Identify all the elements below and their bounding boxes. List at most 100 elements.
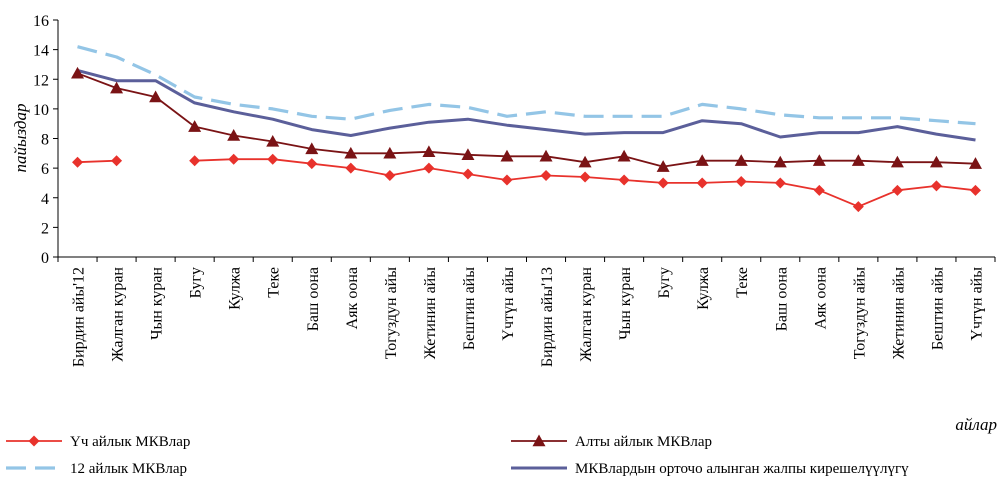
legend-label: 12 айлык МКВлар: [70, 461, 187, 477]
x-tick-label: Теке: [734, 267, 751, 298]
y-axis-title: пайыздар: [11, 103, 30, 172]
x-tick-label: Аяк оона: [344, 267, 361, 329]
x-tick-label: Жетинин айы: [890, 267, 907, 360]
x-tick-label: Бугу: [188, 267, 205, 298]
x-tick-label: Бештин айы: [461, 267, 478, 350]
legend-label: Үч айлык МКВлар: [70, 434, 190, 450]
series-average-yield: [77, 68, 976, 142]
x-tick-label: Бирдин айы'13: [539, 267, 556, 367]
data-point-three-month: [891, 184, 903, 196]
legend-marker: [532, 434, 546, 447]
data-point-six-month: [383, 146, 397, 159]
data-point-three-month: [852, 201, 864, 213]
legend-marker: [28, 435, 40, 447]
data-point-three-month: [306, 158, 318, 170]
legend-item-twelve-month: 12 айлык МКВлар: [6, 461, 187, 477]
data-point-six-month: [773, 155, 787, 168]
series-twelve-month: [77, 45, 976, 126]
data-point-six-month: [188, 120, 202, 132]
x-tick-label: Жалган куран: [578, 267, 595, 362]
x-tick-label: Чын куран: [149, 267, 166, 340]
legend: Үч айлык МКВлар 12 айлык МКВлар Алты айлык…: [6, 434, 909, 477]
data-point-six-month: [929, 155, 943, 168]
legend-item-six-month: Алты айлык МКВлар: [511, 434, 712, 450]
data-point-three-month: [345, 162, 357, 174]
data-point-six-month: [578, 155, 592, 168]
y-tick-label: 0: [41, 250, 49, 267]
data-point-three-month: [657, 177, 669, 189]
data-point-six-month: [149, 90, 163, 103]
x-tick-label: Баш оона: [305, 267, 322, 331]
data-point-six-month: [617, 149, 631, 162]
series-three-month: [72, 153, 981, 213]
data-point-three-month: [735, 175, 747, 187]
data-point-six-month: [71, 66, 85, 79]
data-point-six-month: [656, 160, 670, 172]
y-tick-label: 8: [41, 132, 49, 149]
legend-item-average-yield: МКВлардын орточо алынган жалпы кирешелүү…: [511, 461, 909, 477]
data-point-three-month: [696, 177, 708, 189]
plot-area: 0 2 4 6 8 10 12 14 16 Бирдин айы'12 Жалган куран Чы…: [33, 13, 996, 367]
x-tick-label: Кулжа: [227, 267, 244, 310]
data-point-three-month: [501, 174, 513, 186]
data-point-three-month: [72, 156, 84, 168]
y-tick-label: 4: [41, 191, 49, 208]
data-point-three-month: [969, 184, 981, 196]
data-point-six-month: [305, 142, 319, 155]
x-tick-label: Теке: [266, 267, 283, 298]
data-point-three-month: [462, 168, 474, 180]
data-point-three-month: [618, 174, 630, 186]
data-point-six-month: [266, 134, 280, 147]
data-point-six-month: [851, 154, 865, 166]
data-point-three-month: [111, 155, 123, 167]
data-point-six-month: [695, 154, 709, 166]
data-point-three-month: [813, 184, 825, 196]
x-tick-label: Баш оона: [773, 267, 790, 331]
data-point-three-month: [228, 153, 240, 165]
data-point-three-month: [774, 177, 786, 189]
legend-item-three-month: Үч айлык МКВлар: [6, 434, 190, 450]
data-point-six-month: [227, 129, 241, 141]
data-point-three-month: [423, 162, 435, 174]
data-point-six-month: [461, 148, 475, 160]
x-tick-label: Бирдин айы'12: [71, 267, 88, 367]
data-point-six-month: [344, 146, 358, 159]
data-point-three-month: [930, 180, 942, 192]
legend-label: МКВлардын орточо алынган жалпы кирешелүү…: [575, 461, 909, 477]
x-tick-label: Тогуздун айы: [383, 267, 400, 360]
data-point-six-month: [539, 149, 553, 162]
legend-label: Алты айлык МКВлар: [575, 434, 712, 450]
series-line-six-month: [77, 72, 976, 168]
data-point-three-month: [579, 171, 591, 183]
x-tick-label: Чын куран: [617, 267, 634, 340]
data-point-three-month: [540, 170, 552, 182]
x-tick-label: Тогуздун айы: [851, 267, 868, 360]
y-tick-label: 6: [41, 161, 49, 178]
x-tick-label: Бугу: [656, 267, 673, 298]
data-point-six-month: [734, 154, 748, 166]
x-axis-title: айлар: [955, 415, 997, 434]
y-tick-label: 10: [33, 102, 49, 119]
data-point-six-month: [110, 81, 124, 94]
x-tick-label: Жалган куран: [110, 267, 127, 362]
x-tick-label: Аяк оона: [812, 267, 829, 329]
series-line-twelve-month: [77, 45, 976, 126]
data-point-three-month: [267, 153, 279, 165]
data-point-three-month: [189, 155, 201, 167]
x-tick-label: Кулжа: [695, 267, 712, 310]
data-point-six-month: [422, 145, 436, 158]
data-point-six-month: [968, 157, 982, 169]
x-tick-label: Жетинин айы: [422, 267, 439, 360]
x-tick-label: Үчтүн айы: [500, 267, 517, 341]
y-tick-label: 16: [33, 13, 49, 30]
y-tick-label: 14: [33, 43, 49, 60]
data-point-six-month: [812, 154, 826, 166]
y-tick-label: 12: [33, 72, 49, 89]
series-six-month: [71, 66, 982, 172]
y-tick-label: 2: [41, 220, 49, 237]
data-point-three-month: [384, 170, 396, 182]
data-point-six-month: [500, 149, 514, 162]
series-line-three-month: [77, 158, 976, 208]
x-tick-label: Бештин айы: [929, 267, 946, 350]
